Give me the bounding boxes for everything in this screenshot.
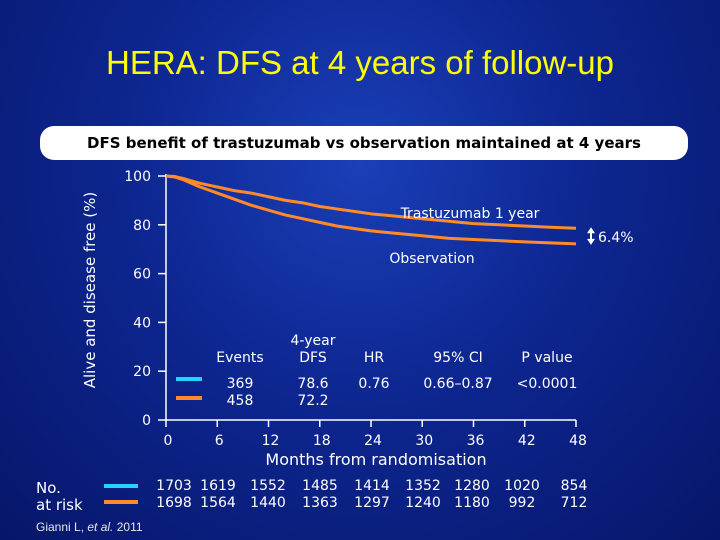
at-risk-label-line2: at risk — [36, 496, 83, 514]
x-tick-label: 42 — [518, 433, 536, 449]
at-risk-trastuzumab-7: 1020 — [504, 478, 540, 494]
header-ci: 95% CI — [433, 350, 483, 366]
at-risk-trastuzumab-0: 1703 — [156, 478, 192, 494]
y-tick-label: 80 — [133, 218, 151, 234]
at-risk-label: No. at risk — [36, 480, 83, 514]
at-risk-trastuzumab-3: 1485 — [302, 478, 338, 494]
at-risk-trastuzumab-1: 1619 — [200, 478, 236, 494]
at-risk-observation-2: 1440 — [250, 495, 286, 511]
km-curve-observation — [165, 174, 577, 246]
y-tick-label: 60 — [133, 267, 151, 283]
at-risk-label-line1: No. — [36, 479, 61, 497]
y-tick-label: 100 — [124, 169, 151, 185]
table-swatch-observation — [176, 396, 202, 400]
row1-events: 369 — [226, 376, 254, 392]
citation-etal: et al. — [87, 520, 114, 534]
at-risk-observation-0: 1698 — [156, 495, 192, 511]
citation-author: Gianni L, — [36, 520, 88, 534]
at-risk-trastuzumab-8: 854 — [560, 478, 588, 494]
x-tick-label: 36 — [467, 433, 485, 449]
x-axis-label: Months from randomisation — [265, 450, 486, 469]
at-risk-observation-1: 1564 — [200, 495, 236, 511]
chart-ticks: 0 20 40 60 80 100 0 6 12 18 24 30 36 42 48 Months from … — [124, 169, 587, 469]
row1-ci: 0.66–0.87 — [423, 376, 493, 392]
chart-annotations: 6.4% — [176, 227, 634, 400]
series-label-observation: Observation — [389, 251, 474, 267]
chart-curves: Trastuzumab 1 year Observation — [165, 174, 577, 267]
at-risk-row-trastuzumab: 1703 1619 1552 1485 1414 1352 1280 1020 854 — [0, 478, 720, 496]
series-label-trastuzumab: Trastuzumab 1 year — [400, 206, 540, 222]
row2-dfs: 72.2 — [297, 393, 329, 409]
y-tick-label: 40 — [133, 315, 151, 331]
at-risk-observation-7: 992 — [508, 495, 536, 511]
x-tick-label: 48 — [569, 433, 587, 449]
row1-dfs: 78.6 — [297, 376, 329, 392]
at-risk-trastuzumab-5: 1352 — [405, 478, 441, 494]
y-tick-label: 20 — [133, 364, 151, 380]
citation: Gianni L, et al. 2011 — [36, 520, 143, 534]
y-tick-label: 0 — [142, 413, 151, 429]
x-tick-label: 6 — [215, 433, 224, 449]
difference-label: 6.4% — [598, 230, 634, 246]
x-tick-label: 18 — [313, 433, 331, 449]
slide-title: HERA: DFS at 4 years of follow-up — [105, 44, 615, 81]
x-tick-label: 30 — [415, 433, 433, 449]
at-risk-row-observation: 1698 1564 1440 1363 1297 1240 1180 992 712 — [0, 495, 720, 513]
table-swatch-trastuzumab — [176, 377, 202, 381]
header-hr: HR — [363, 350, 385, 366]
x-tick-label: 24 — [364, 433, 382, 449]
row2-events: 458 — [226, 393, 254, 409]
citation-year: 2011 — [113, 520, 143, 534]
at-risk-observation-4: 1297 — [354, 495, 390, 511]
at-risk-observation-8: 712 — [560, 495, 588, 511]
row1-hr: 0.76 — [358, 376, 390, 392]
header-events: Events — [216, 350, 264, 366]
x-tick-label: 0 — [164, 433, 173, 449]
header-p: P value — [521, 350, 573, 366]
at-risk-trastuzumab-4: 1414 — [354, 478, 390, 494]
at-risk-observation-6: 1180 — [454, 495, 490, 511]
difference-arrow-head-down — [587, 238, 595, 245]
at-risk-trastuzumab-2: 1552 — [250, 478, 286, 494]
subtitle-banner: DFS benefit of trastuzumab vs observatio… — [40, 126, 688, 160]
risk-swatch-trastuzumab — [104, 484, 138, 488]
header-dfs-2: DFS — [299, 350, 327, 366]
at-risk-observation-3: 1363 — [302, 495, 338, 511]
risk-swatch-observation — [104, 500, 138, 504]
row1-p: <0.0001 — [516, 376, 578, 392]
at-risk-trastuzumab-6: 1280 — [454, 478, 490, 494]
at-risk-observation-5: 1240 — [405, 495, 441, 511]
x-tick-label: 12 — [262, 433, 280, 449]
header-dfs: 4-year — [290, 333, 336, 349]
km-curve-trastuzumab — [165, 174, 577, 230]
difference-arrow-head-up — [587, 227, 595, 234]
